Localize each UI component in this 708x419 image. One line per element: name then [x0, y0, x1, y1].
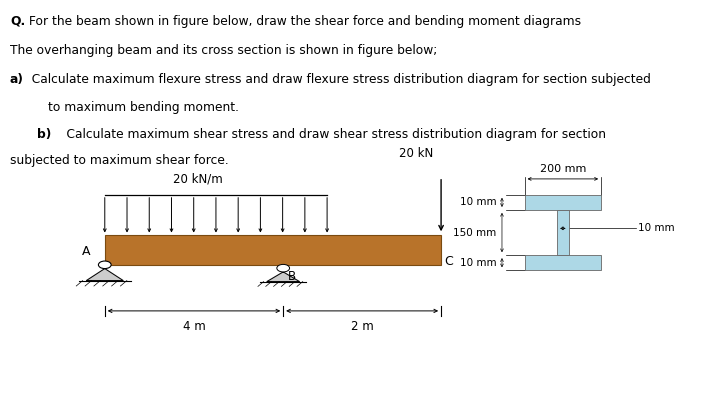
Text: For the beam shown in figure below, draw the shear force and bending moment diag: For the beam shown in figure below, draw…: [25, 15, 581, 28]
Text: 150 mm: 150 mm: [453, 228, 496, 238]
Text: The overhanging beam and its cross section is shown in figure below;: The overhanging beam and its cross secti…: [10, 44, 437, 57]
Text: Q.: Q.: [10, 15, 25, 28]
Text: 200 mm: 200 mm: [539, 164, 586, 174]
Text: b): b): [37, 128, 51, 141]
Text: Calculate maximum flexure stress and draw flexure stress distribution diagram fo: Calculate maximum flexure stress and dra…: [24, 73, 651, 86]
Text: C: C: [445, 255, 453, 269]
Bar: [105, 235, 441, 265]
Text: 10 mm: 10 mm: [638, 223, 675, 233]
Circle shape: [277, 264, 290, 272]
Bar: [525, 195, 601, 210]
Text: 20 kN/m: 20 kN/m: [173, 172, 223, 185]
Text: 10 mm: 10 mm: [459, 258, 496, 268]
Text: 20 kN: 20 kN: [399, 147, 433, 160]
Circle shape: [98, 261, 111, 269]
Text: subjected to maximum shear force.: subjected to maximum shear force.: [10, 154, 229, 167]
Polygon shape: [86, 269, 123, 281]
Text: 10 mm: 10 mm: [459, 197, 496, 207]
Text: A: A: [82, 245, 91, 258]
Text: B: B: [287, 270, 295, 283]
Text: 2 m: 2 m: [350, 320, 374, 333]
Text: 4 m: 4 m: [183, 320, 205, 333]
Text: a): a): [10, 73, 24, 86]
Text: to maximum bending moment.: to maximum bending moment.: [48, 101, 239, 114]
Bar: [557, 210, 569, 255]
Bar: [525, 255, 601, 270]
Text: Calculate maximum shear stress and draw shear stress distribution diagram for se: Calculate maximum shear stress and draw …: [51, 128, 606, 141]
Polygon shape: [267, 272, 299, 282]
